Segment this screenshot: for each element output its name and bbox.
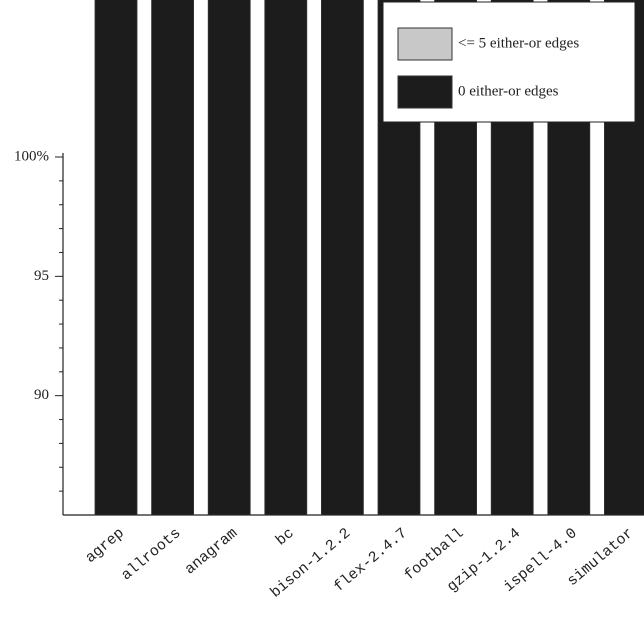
legend: <= 5 either-or edges 0 either-or edges (382, 1, 636, 123)
x-tick-label: allroots (118, 525, 184, 584)
x-tick-label: bc (273, 525, 298, 550)
x-tick-label: anagram (182, 525, 241, 579)
bar-segment (94, 0, 138, 516)
bar-segment (264, 0, 308, 516)
y-tick-label: 100% (14, 148, 49, 164)
y-tick-label: 95 (34, 268, 49, 284)
legend-label: 0 either-or edges (458, 83, 559, 99)
bar-segment (320, 0, 364, 516)
legend-label: <= 5 either-or edges (458, 35, 579, 51)
bar-segment (207, 0, 251, 516)
bar-segment (151, 0, 195, 516)
legend-swatch (397, 27, 453, 61)
x-tick-label: agrep (82, 525, 127, 567)
y-tick-label: 90 (34, 387, 49, 403)
legend-swatch (397, 75, 453, 109)
